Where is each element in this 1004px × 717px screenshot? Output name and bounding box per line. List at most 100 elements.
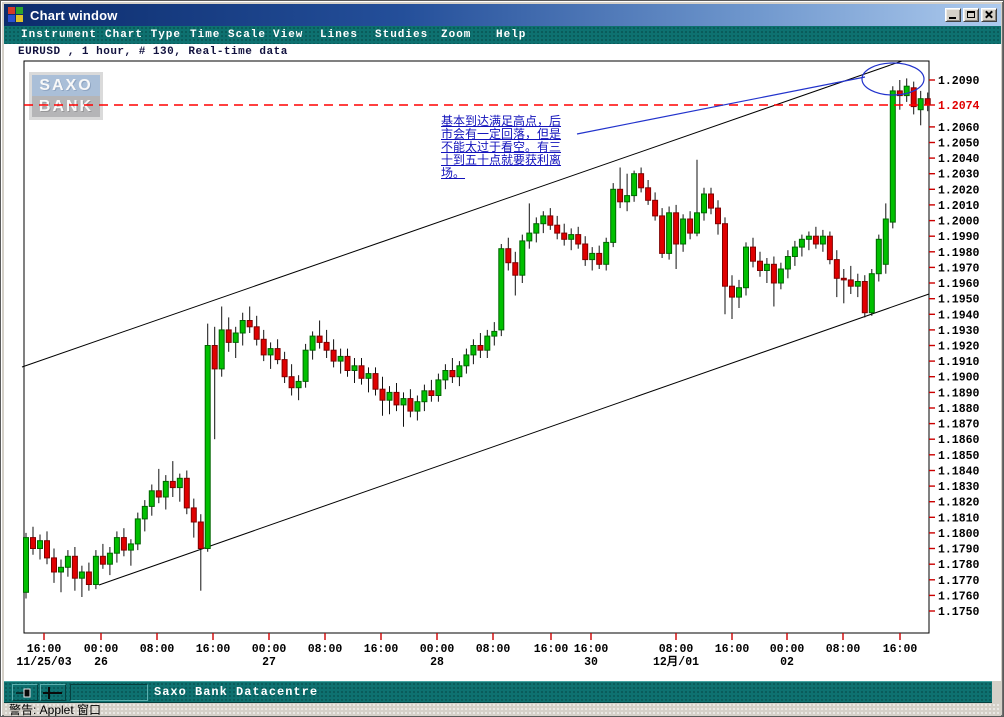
- y-axis-label: 1.1900: [938, 372, 980, 385]
- y-axis-label: 1.2030: [938, 169, 980, 182]
- minimize-icon: [949, 17, 956, 19]
- candle: [358, 365, 365, 379]
- candle: [882, 218, 889, 265]
- candle: [232, 332, 239, 343]
- menu-studies[interactable]: Studies: [375, 29, 429, 41]
- candle: [414, 401, 421, 412]
- candle: [645, 187, 652, 201]
- candle: [435, 379, 442, 396]
- y-axis-label: 1.1840: [938, 466, 980, 479]
- candle: [910, 87, 917, 108]
- annotation-pointer-line: [576, 76, 866, 135]
- candle: [791, 246, 798, 258]
- y-axis-label: 1.1750: [938, 606, 980, 619]
- candle: [295, 380, 302, 389]
- candle: [92, 555, 99, 585]
- title-bar[interactable]: Chart window: [4, 4, 1001, 26]
- candle: [337, 355, 344, 362]
- y-axis-label: 1.1820: [938, 497, 980, 510]
- menu-zoom[interactable]: Zoom: [441, 29, 472, 41]
- y-axis-label: 1.2020: [938, 184, 980, 197]
- y-axis-label: 1.1970: [938, 262, 980, 275]
- close-button[interactable]: [981, 8, 997, 22]
- menu-help[interactable]: Help: [496, 29, 527, 41]
- x-axis-time-label: 00:00: [252, 643, 287, 656]
- x-axis-time-label: 08:00: [308, 643, 343, 656]
- candle: [582, 243, 589, 261]
- x-axis-time-label: 16:00: [364, 643, 399, 656]
- y-axis-label: 1.1860: [938, 434, 980, 447]
- candle: [896, 90, 903, 97]
- candle: [127, 543, 134, 551]
- candle: [526, 232, 533, 242]
- y-axis-label: 1.2010: [938, 200, 980, 213]
- x-axis-time-label: 08:00: [140, 643, 175, 656]
- x-axis-time-label: 16:00: [574, 643, 609, 656]
- price-chart[interactable]: 1.2090 1.2060 1.2050 1.2040 1.2030 1.2020 1.20…: [4, 44, 1001, 681]
- candle: [673, 212, 680, 245]
- x-axis-date-label: 12月/01: [653, 655, 699, 669]
- candle: [428, 390, 435, 396]
- bottom-toolbar: Saxo Bank Datacentre: [4, 681, 992, 703]
- annotation-ellipse: [861, 62, 925, 96]
- candle: [64, 555, 71, 568]
- y-axis-label: 1.1770: [938, 575, 980, 588]
- y-axis-label: 1.1800: [938, 528, 980, 541]
- menu-chart-type[interactable]: Chart Type: [105, 29, 182, 41]
- candle: [393, 391, 400, 406]
- candle: [407, 398, 414, 412]
- candle: [176, 477, 183, 489]
- candle: [162, 480, 169, 498]
- candle: [281, 359, 288, 378]
- menu-bar: Instrument Chart Type Time Scale View Lines S…: [4, 26, 1001, 44]
- candle: [875, 238, 882, 275]
- x-axis-time-label: 16:00: [196, 643, 231, 656]
- line-tool-button[interactable]: [40, 684, 66, 701]
- candle: [44, 540, 50, 559]
- candle: [833, 259, 840, 279]
- y-axis-label: 1.1930: [938, 325, 980, 338]
- x-axis-date-label: 28: [430, 656, 444, 669]
- saxo-bank-logo: SAXO BANK: [29, 72, 103, 120]
- channel-trendline: [21, 60, 903, 368]
- candle: [288, 376, 295, 389]
- candle: [197, 521, 204, 549]
- window-content: Chart window Instrument Chart Type Time Sc…: [4, 4, 1001, 716]
- candle: [924, 98, 931, 106]
- menu-time-scale[interactable]: Time Scale: [190, 29, 267, 41]
- candle: [917, 98, 924, 111]
- candle: [847, 279, 854, 287]
- x-axis-date-label: 11/25/03: [16, 656, 71, 669]
- menu-instrument[interactable]: Instrument: [21, 29, 98, 41]
- candle: [253, 326, 260, 340]
- y-axis-label: 1.1780: [938, 559, 980, 572]
- candle: [575, 234, 582, 245]
- candle: [687, 218, 694, 234]
- candle: [701, 193, 707, 214]
- candle: [680, 218, 687, 245]
- candle: [330, 349, 337, 362]
- maximize-button[interactable]: [963, 8, 979, 22]
- pin-tool-button[interactable]: [12, 684, 38, 701]
- y-axis-label: 1.1760: [938, 590, 980, 603]
- candle: [722, 223, 728, 287]
- y-axis-label: 1.1890: [938, 387, 980, 400]
- candle: [372, 373, 379, 390]
- y-axis-label: 1.1850: [938, 450, 980, 463]
- candle: [120, 537, 127, 551]
- status-text: 警告: Applet 窗口: [9, 703, 102, 717]
- candle: [239, 320, 246, 334]
- minimize-button[interactable]: [945, 8, 961, 22]
- status-bar: 警告: Applet 窗口: [4, 703, 1001, 717]
- menu-lines[interactable]: Lines: [320, 29, 359, 41]
- y-axis-label: 1.1790: [938, 544, 980, 557]
- candle: [169, 480, 176, 489]
- candle: [854, 281, 861, 287]
- menu-view[interactable]: View: [273, 29, 304, 41]
- x-axis-time-label: 00:00: [770, 643, 805, 656]
- candle: [610, 188, 617, 243]
- candle: [344, 355, 351, 371]
- candle: [505, 248, 512, 264]
- x-axis-time-label: 08:00: [659, 643, 694, 656]
